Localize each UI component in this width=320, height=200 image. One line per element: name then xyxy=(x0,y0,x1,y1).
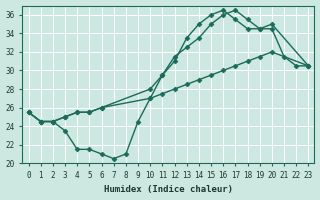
X-axis label: Humidex (Indice chaleur): Humidex (Indice chaleur) xyxy=(104,185,233,194)
